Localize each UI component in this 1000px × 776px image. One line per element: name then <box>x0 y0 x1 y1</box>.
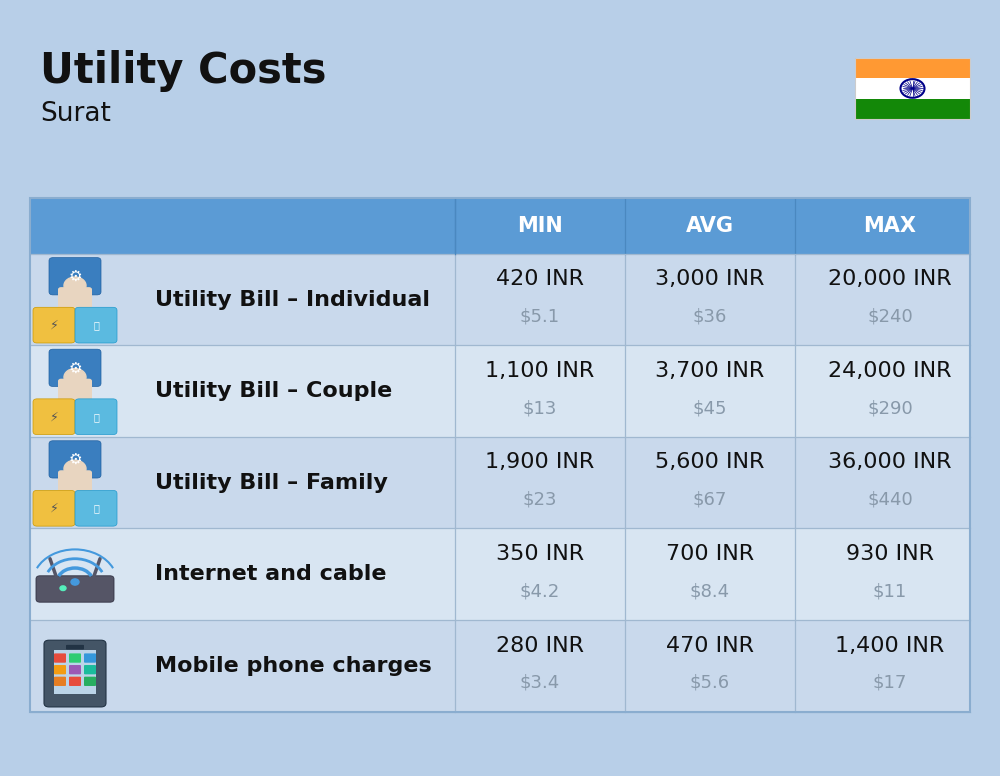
Circle shape <box>60 586 66 591</box>
FancyBboxPatch shape <box>855 78 970 99</box>
Text: ⚙: ⚙ <box>68 268 82 284</box>
Text: ⚡: ⚡ <box>50 411 58 423</box>
FancyBboxPatch shape <box>54 653 66 663</box>
Text: $5.6: $5.6 <box>690 674 730 692</box>
FancyBboxPatch shape <box>855 58 970 78</box>
FancyBboxPatch shape <box>49 441 101 478</box>
Text: $290: $290 <box>867 399 913 417</box>
Text: Mobile phone charges: Mobile phone charges <box>155 656 432 676</box>
FancyBboxPatch shape <box>33 307 75 343</box>
Text: 700 INR: 700 INR <box>666 544 754 564</box>
FancyBboxPatch shape <box>69 677 81 686</box>
Text: 24,000 INR: 24,000 INR <box>828 361 952 381</box>
Text: 🔧: 🔧 <box>93 504 99 513</box>
Text: 280 INR: 280 INR <box>496 636 584 656</box>
FancyBboxPatch shape <box>54 677 66 686</box>
FancyBboxPatch shape <box>30 345 970 437</box>
Text: 1,400 INR: 1,400 INR <box>835 636 945 656</box>
FancyBboxPatch shape <box>30 254 970 345</box>
FancyBboxPatch shape <box>58 470 92 494</box>
Text: Utility Bill – Family: Utility Bill – Family <box>155 473 388 493</box>
FancyBboxPatch shape <box>75 490 117 526</box>
Text: $11: $11 <box>873 582 907 601</box>
Text: $4.2: $4.2 <box>520 582 560 601</box>
FancyBboxPatch shape <box>69 653 81 663</box>
Text: $440: $440 <box>867 490 913 509</box>
FancyBboxPatch shape <box>69 665 81 674</box>
Text: 1,900 INR: 1,900 INR <box>485 452 595 473</box>
Text: 350 INR: 350 INR <box>496 544 584 564</box>
Text: ⚡: ⚡ <box>50 319 58 331</box>
Text: Surat: Surat <box>40 101 111 127</box>
Text: 3,000 INR: 3,000 INR <box>655 269 765 289</box>
Text: Utility Bill – Individual: Utility Bill – Individual <box>155 289 430 310</box>
Text: $8.4: $8.4 <box>690 582 730 601</box>
Text: 🔧: 🔧 <box>93 412 99 421</box>
Text: 20,000 INR: 20,000 INR <box>828 269 952 289</box>
Text: $23: $23 <box>523 490 557 509</box>
Text: 1,100 INR: 1,100 INR <box>485 361 595 381</box>
Text: 930 INR: 930 INR <box>846 544 934 564</box>
FancyBboxPatch shape <box>855 99 970 119</box>
FancyBboxPatch shape <box>36 576 114 602</box>
Circle shape <box>64 369 86 386</box>
Circle shape <box>64 460 86 477</box>
FancyBboxPatch shape <box>75 307 117 343</box>
Text: $45: $45 <box>693 399 727 417</box>
Text: ⚙: ⚙ <box>68 452 82 467</box>
Text: $13: $13 <box>523 399 557 417</box>
FancyBboxPatch shape <box>30 528 970 620</box>
Circle shape <box>71 579 79 585</box>
Text: $67: $67 <box>693 490 727 509</box>
Text: MAX: MAX <box>864 216 916 236</box>
Text: AVG: AVG <box>686 216 734 236</box>
Text: 5,600 INR: 5,600 INR <box>655 452 765 473</box>
FancyBboxPatch shape <box>49 258 101 295</box>
Text: Internet and cable: Internet and cable <box>155 564 386 584</box>
FancyBboxPatch shape <box>84 677 96 686</box>
Text: ⚙: ⚙ <box>68 360 82 376</box>
FancyBboxPatch shape <box>84 665 96 674</box>
FancyBboxPatch shape <box>30 620 970 712</box>
Text: MIN: MIN <box>517 216 563 236</box>
Text: $5.1: $5.1 <box>520 307 560 326</box>
FancyBboxPatch shape <box>58 379 92 403</box>
FancyBboxPatch shape <box>54 650 96 694</box>
Text: ⚡: ⚡ <box>50 502 58 514</box>
FancyBboxPatch shape <box>54 665 66 674</box>
FancyBboxPatch shape <box>30 198 970 254</box>
Text: 420 INR: 420 INR <box>496 269 584 289</box>
Text: $17: $17 <box>873 674 907 692</box>
FancyBboxPatch shape <box>84 653 96 663</box>
FancyBboxPatch shape <box>33 490 75 526</box>
Text: $240: $240 <box>867 307 913 326</box>
FancyBboxPatch shape <box>33 399 75 435</box>
Circle shape <box>64 277 86 294</box>
FancyBboxPatch shape <box>66 645 84 650</box>
Text: Utility Bill – Couple: Utility Bill – Couple <box>155 381 392 401</box>
FancyBboxPatch shape <box>30 437 970 528</box>
Text: $3.4: $3.4 <box>520 674 560 692</box>
Text: 36,000 INR: 36,000 INR <box>828 452 952 473</box>
Text: 🔧: 🔧 <box>93 320 99 330</box>
Text: Utility Costs: Utility Costs <box>40 50 326 92</box>
FancyBboxPatch shape <box>49 349 101 386</box>
FancyBboxPatch shape <box>75 399 117 435</box>
Text: 3,700 INR: 3,700 INR <box>655 361 765 381</box>
FancyBboxPatch shape <box>44 640 106 707</box>
Text: $36: $36 <box>693 307 727 326</box>
FancyBboxPatch shape <box>58 287 92 311</box>
Text: 470 INR: 470 INR <box>666 636 754 656</box>
